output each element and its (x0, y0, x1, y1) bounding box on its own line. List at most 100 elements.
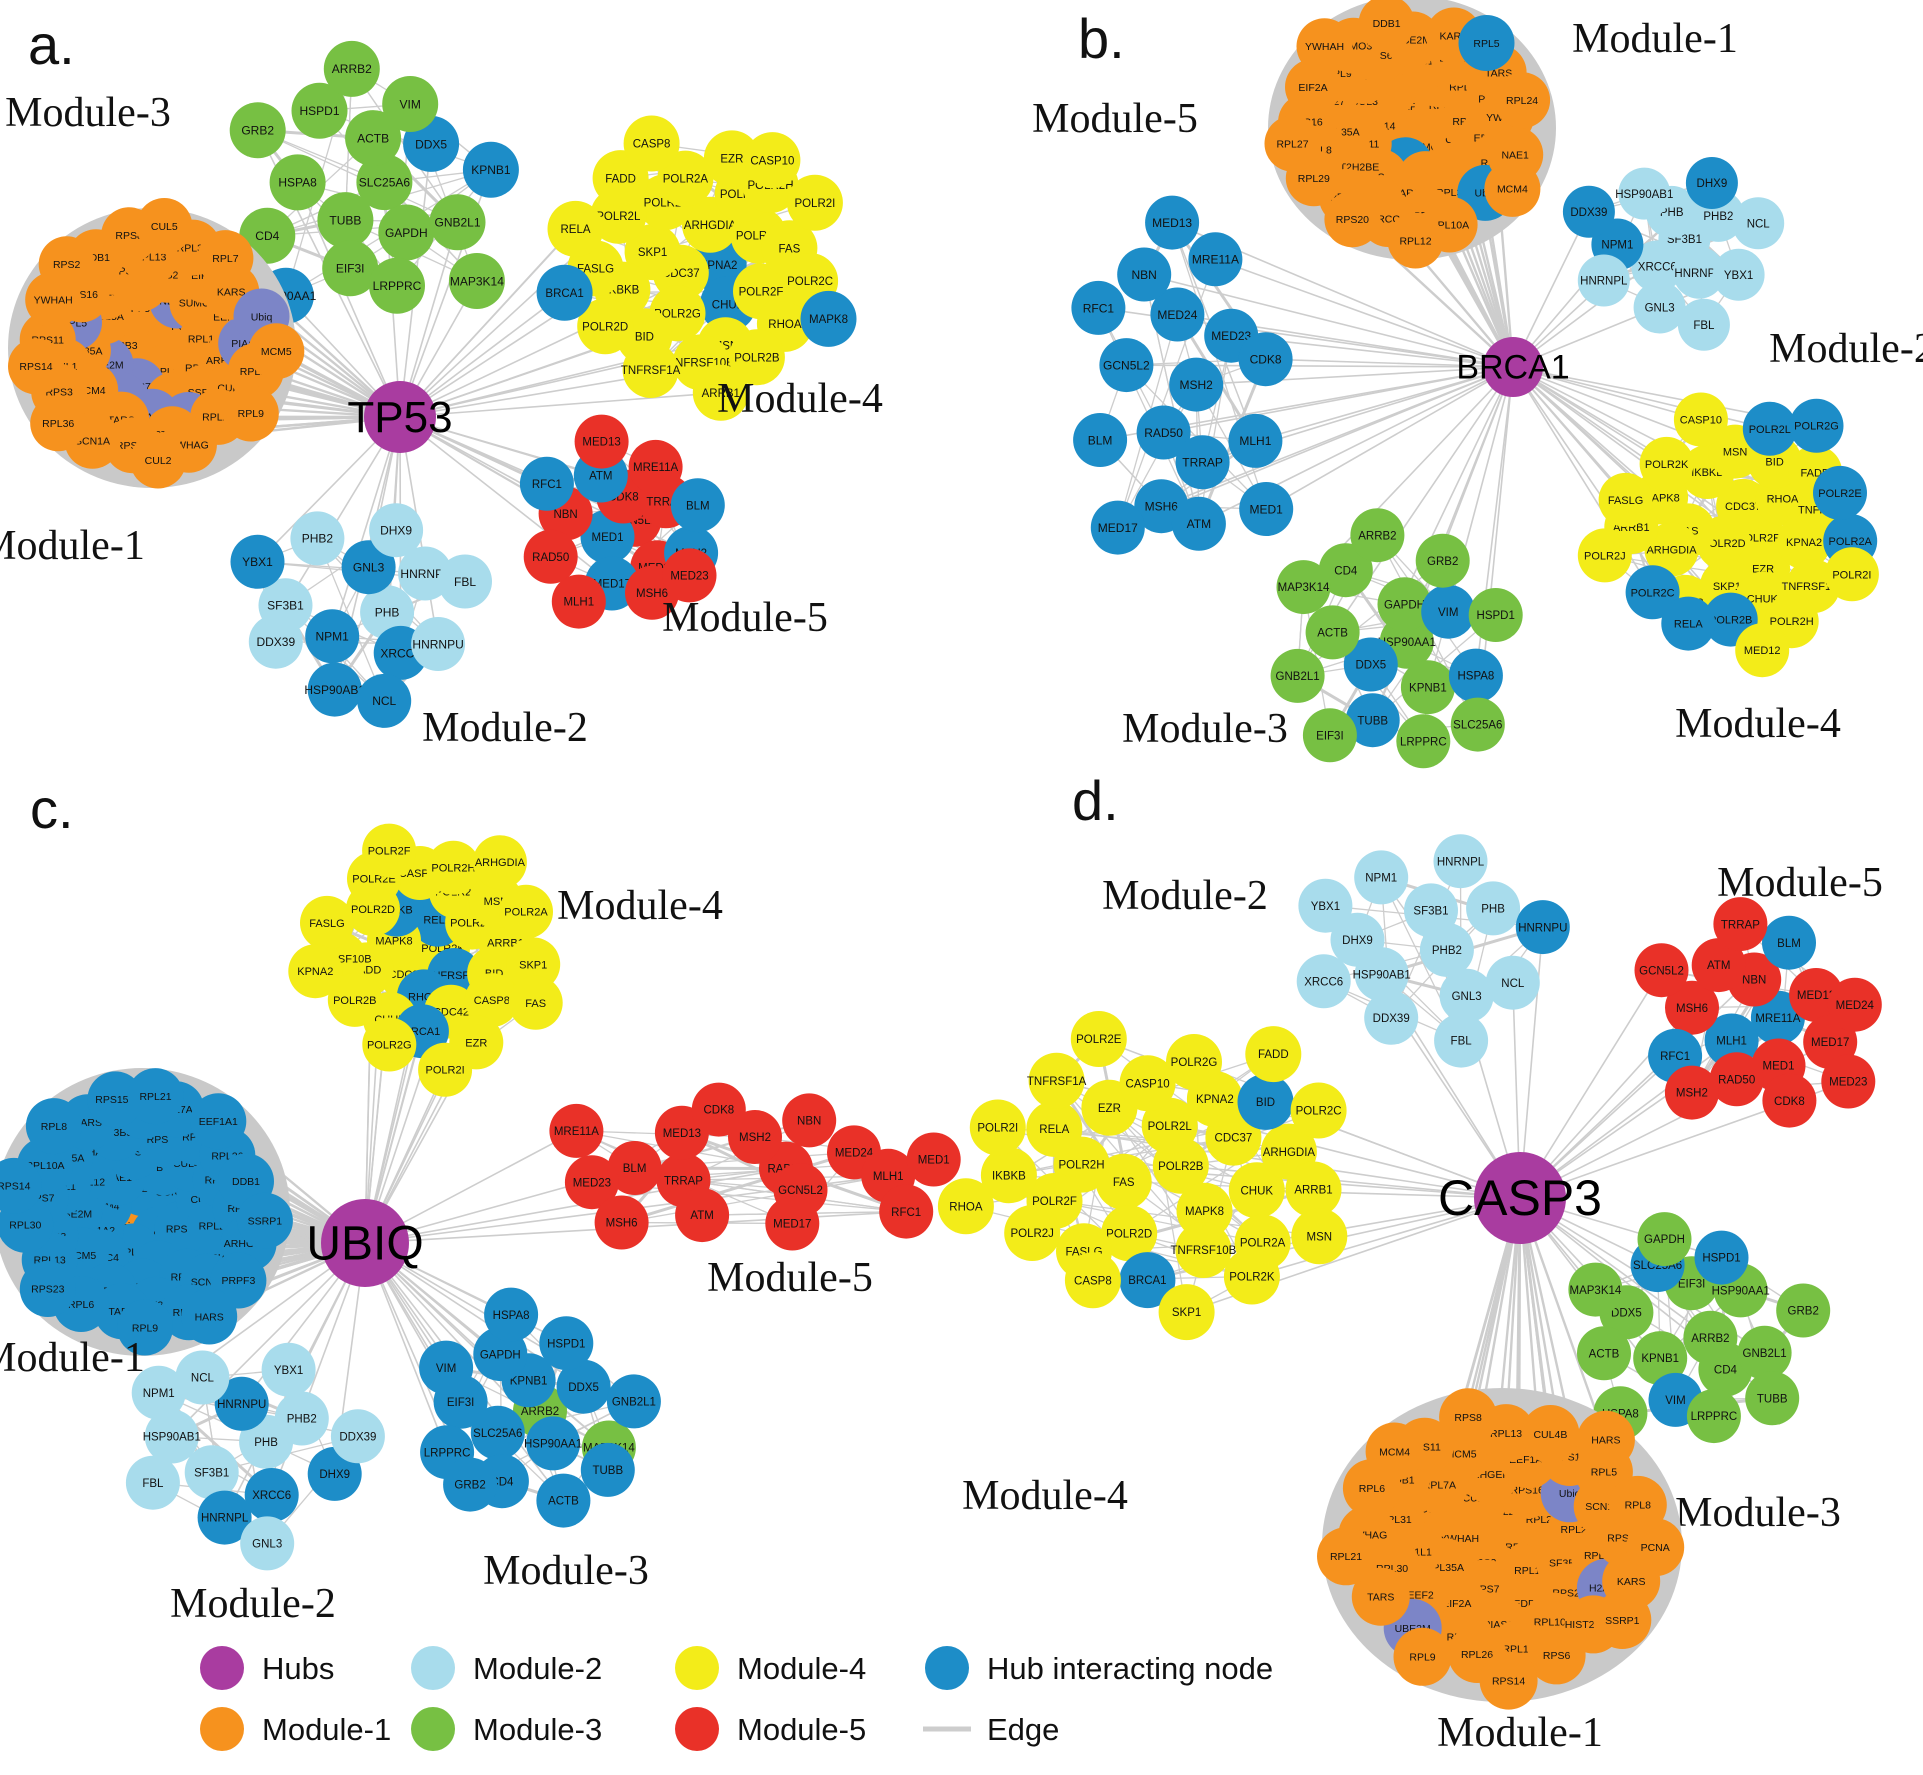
node-label-CDC37: CDC37 (1725, 501, 1761, 513)
node-label-FASLG: FASLG (1608, 495, 1643, 507)
node-DDX39 (248, 614, 303, 669)
node-label-MED13: MED13 (1797, 990, 1835, 1002)
node-ARRB2 (323, 40, 380, 97)
node-label-EZR: EZR (720, 154, 743, 166)
node-GAPDH (1637, 1212, 1692, 1267)
node-label-RPS15A: RPS15A (95, 1094, 135, 1106)
panel-b-module-3: HSP90AA1 DDX5 GAPDH KPNB1 ACTB VIM TUBB CD4 HSPA… (1270, 508, 1523, 769)
node-label-RPL7A: RPL7A (1423, 1480, 1456, 1492)
node-label-POLR2I: POLR2I (426, 1065, 465, 1077)
module-label-d-module-1: Module-1 (1437, 1710, 1603, 1756)
node-label-CD4: CD4 (1334, 565, 1358, 577)
node-label-HNRNPL: HNRNPL (201, 1513, 249, 1525)
node-LRPPRC (369, 257, 425, 314)
node-label-RELA: RELA (1039, 1124, 1069, 1136)
node-label-RPL13: RPL13 (1490, 1428, 1522, 1440)
node-label-MCM5: MCM5 (261, 346, 292, 358)
node-label-ACTB: ACTB (1317, 628, 1348, 640)
node-label-SKP1: SKP1 (638, 247, 667, 259)
node-label-CASP10: CASP10 (1680, 415, 1722, 427)
node-label-NPM1: NPM1 (1601, 240, 1633, 252)
node-SKP1 (506, 937, 561, 992)
node-label-GRB2: GRB2 (1427, 556, 1458, 568)
node-MED24 (1150, 287, 1205, 342)
panel-b-module-1: GCN1L1RPL7ARPS14EMG1RPL14RPS2H2AFXRPS4XC… (1264, 0, 1556, 269)
node-label-RAD50: RAD50 (1718, 1075, 1755, 1087)
panel-b-module-2: SF3B1XRCC6PHBHNRNPUNPM1PHB2GNL3HSP90AB1Y… (1562, 157, 1785, 351)
node-DDX39 (1364, 990, 1419, 1045)
node-label-MAPK8: MAPK8 (375, 936, 412, 948)
node-label-DDX39: DDX39 (1373, 1013, 1410, 1025)
node-label-EIF3I: EIF3I (447, 1397, 474, 1409)
node-label-RHOA: RHOA (1767, 494, 1799, 506)
node-FASLG (1598, 472, 1653, 527)
node-label-MED13: MED13 (582, 437, 620, 449)
node-GCN5L2 (1099, 338, 1154, 393)
node-label-MED17: MED17 (1098, 521, 1138, 535)
node-label-SF3B1: SF3B1 (1413, 906, 1448, 918)
node-label-CDK8: CDK8 (703, 1105, 734, 1117)
node-label-LRPPRC: LRPPRC (1400, 736, 1447, 748)
node-label-BID: BID (635, 332, 654, 344)
legend-item-module-4: Module-4 (675, 1646, 866, 1690)
node-label-FADD: FADD (605, 173, 636, 185)
node-NBN (782, 1093, 837, 1148)
legend-item-module-5: Module-5 (675, 1707, 866, 1751)
node-label-CDC37: CDC37 (1215, 1133, 1253, 1145)
node-label-POLR2B: POLR2B (1709, 615, 1752, 627)
node-HSP90AB1 (307, 662, 362, 717)
panel-d-module-2: PHB2 HSP90AB1 SF3B1 GNL3 DHX9 PHB DDX39 NPM1 NCL… (1296, 834, 1570, 1068)
node-label-DDX39: DDX39 (1570, 207, 1607, 219)
node-label-MSN: MSN (1307, 1231, 1333, 1243)
node-label-VIM: VIM (1665, 1395, 1685, 1407)
node-RPL24 (1494, 72, 1551, 129)
node-DDX39 (1562, 185, 1615, 238)
node-MAPK8 (800, 290, 857, 347)
node-POLR2G (1789, 398, 1844, 453)
node-CASP10 (1119, 1055, 1176, 1112)
node-FBL (1434, 1013, 1489, 1068)
node-label-RFC1: RFC1 (1660, 1051, 1690, 1063)
node-label-KPNB1: KPNB1 (471, 163, 511, 177)
node-label-TNFRSF1A: TNFRSF1A (1027, 1076, 1087, 1088)
node-label-POLR2C: POLR2C (1296, 1106, 1342, 1118)
node-label-NCL: NCL (372, 694, 396, 708)
node-HNRNPU (1515, 900, 1570, 955)
legend-label-module-2: Module-2 (473, 1651, 602, 1686)
node-HARS (181, 1288, 238, 1345)
node-label-ARRB2: ARRB2 (332, 62, 372, 76)
node-POLR2I (1824, 547, 1879, 602)
node-label-RPL9: RPL9 (132, 1322, 158, 1334)
legend-swatch-module-3 (411, 1707, 455, 1751)
node-RPS20 (1324, 191, 1381, 248)
node-label-KPNA2: KPNA2 (700, 260, 738, 272)
node-HSPD1 (1468, 588, 1523, 642)
edge (284, 416, 401, 606)
node-label-DDX39: DDX39 (339, 1431, 376, 1443)
node-GNB2L1 (429, 194, 486, 251)
hub-node-UBIQ (321, 1199, 409, 1287)
node-label-SKP1: SKP1 (519, 959, 547, 971)
node-label-KPNA2: KPNA2 (297, 966, 333, 978)
node-HSPA8 (1448, 648, 1503, 703)
node-RFC1 (1071, 280, 1126, 335)
hub-label-CASP3: CASP3 (1438, 1170, 1602, 1226)
node-POLR2G (1166, 1034, 1222, 1090)
legend-label-edge: Edge (987, 1712, 1059, 1747)
node-label-RFC1: RFC1 (1083, 301, 1115, 315)
legend-swatch-module-5 (675, 1707, 719, 1751)
node-label-ATM: ATM (690, 1210, 713, 1222)
node-RFC1 (519, 456, 574, 511)
node-label-GNB2L1: GNB2L1 (434, 216, 480, 230)
edge (1054, 1200, 1263, 1244)
node-label-EIF3I: EIF3I (336, 262, 365, 276)
node-YBX1 (1298, 878, 1353, 933)
node-VIM (1421, 584, 1476, 639)
node-MED17 (765, 1196, 820, 1251)
node-label-RPL9: RPL9 (1409, 1652, 1435, 1664)
node-label-DDX5: DDX5 (568, 1382, 599, 1394)
node-label-FASLG: FASLG (309, 918, 344, 930)
node-label-XRCC6: XRCC6 (1304, 976, 1343, 988)
node-label-RPL29: RPL29 (1298, 173, 1330, 185)
node-label-RPL6: RPL6 (1359, 1483, 1385, 1495)
